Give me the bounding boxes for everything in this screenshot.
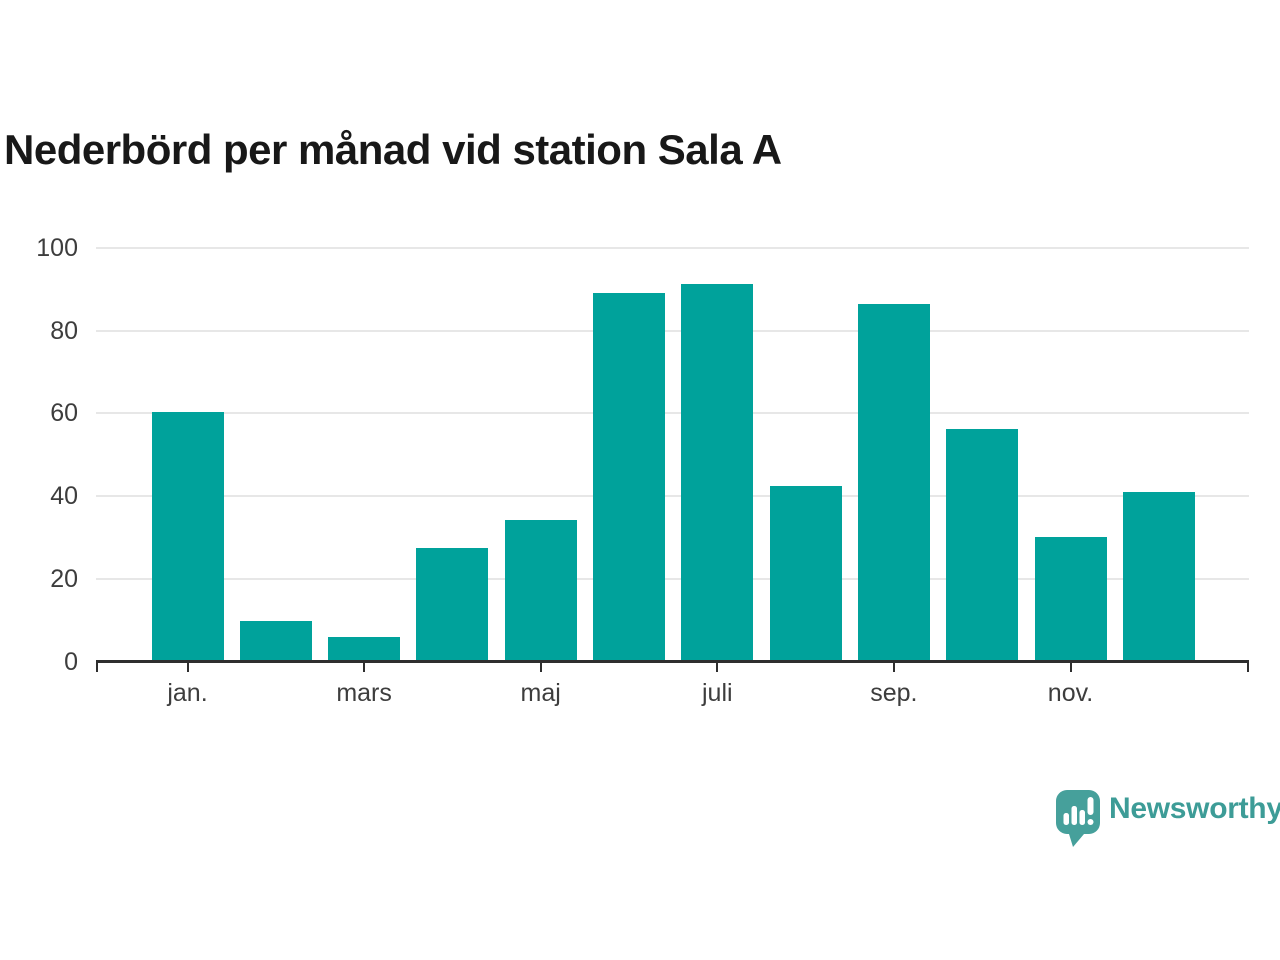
x-tick-label-juli: juli [702,679,733,707]
gridline [96,329,1249,332]
y-tick-label: 20 [50,564,78,593]
brand-wordmark: Newsworthy [1109,792,1280,825]
bar-maj [504,520,577,662]
y-tick-label: 100 [36,234,78,262]
x-axis-end-cap [96,661,98,672]
newsworthy-logo-icon [1056,790,1100,853]
y-tick-label: 80 [50,316,78,345]
x-tick-label-nov.: nov. [1047,679,1094,707]
x-tick [539,663,542,672]
x-tick-label-mars: mars [336,679,392,707]
chart-title: Nederbörd per månad vid station Sala A [4,126,782,173]
gridline [96,495,1249,498]
bar-feb. [239,620,312,662]
bar-okt. [946,429,1019,662]
x-tick [363,663,366,672]
y-tick-label: 0 [64,647,78,676]
gridline [96,577,1249,580]
y-tick-label: 40 [50,482,78,511]
x-tick-label-sep.: sep. [870,679,918,707]
bar-juni [593,292,665,662]
x-tick [716,663,719,672]
newsworthy-brand-link[interactable]: Newsworthy [1056,790,1280,853]
gridline [96,247,1249,249]
gridline [96,412,1249,415]
x-tick-label-jan.: jan. [167,679,208,707]
bar-sep. [857,303,930,662]
bar-jan. [151,412,224,662]
bar-dec. [1122,492,1195,662]
bar-nov. [1034,536,1107,662]
bar-apr. [416,547,489,662]
bar-juli [681,284,754,662]
y-tick-label: 60 [50,399,78,428]
bar-aug. [769,485,842,662]
x-axis-end-cap [1247,661,1249,672]
bar-mars [328,637,401,662]
x-tick-label-maj: maj [520,679,561,707]
x-tick [186,663,189,672]
x-axis-line [96,660,1249,663]
x-tick [1069,663,1072,672]
x-tick [892,663,895,672]
